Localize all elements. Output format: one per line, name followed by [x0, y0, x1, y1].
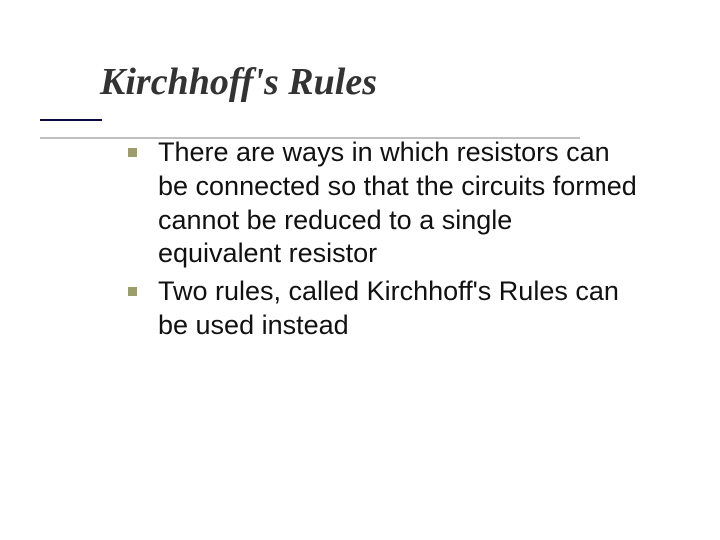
slide: Kirchhoff's Rules There are ways in whic… [0, 0, 720, 540]
bullet-text: There are ways in which resistors can be… [158, 137, 637, 268]
list-item: Two rules, called Kirchhoff's Rules can … [128, 275, 640, 343]
title-underline [40, 108, 640, 110]
bullet-list: There are ways in which resistors can be… [128, 136, 680, 343]
bullet-text: Two rules, called Kirchhoff's Rules can … [158, 276, 619, 340]
underline-dark-segment [40, 119, 102, 121]
list-item: There are ways in which resistors can be… [128, 136, 640, 271]
bullet-square-icon [128, 287, 137, 296]
bullet-square-icon [128, 148, 137, 157]
slide-title: Kirchhoff's Rules [100, 60, 680, 104]
